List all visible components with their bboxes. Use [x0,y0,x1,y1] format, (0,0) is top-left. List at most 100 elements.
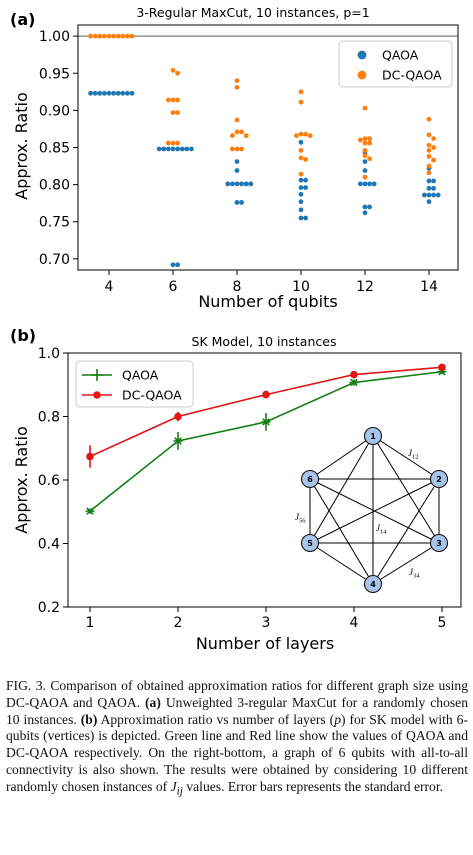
panel-a-x-tick-label: 4 [105,279,114,295]
figure-caption: FIG. 3. Comparison of obtained approxima… [6,678,468,800]
qaoa-point [234,168,240,173]
dc-qaoa-point [239,146,245,152]
dc-qaoa-point [303,156,308,162]
qaoa-point [234,181,240,187]
inset-edge-label: J56 [295,512,306,525]
caption-p-symbol: p [334,711,341,727]
qaoa-point [303,215,308,221]
panel-a-x-tick-label: 10 [292,279,310,295]
panel-a-legend-label-qaoa: QAOA [382,48,419,63]
dc-qaoa-point [362,140,368,146]
inset-node-label: 2 [436,475,442,484]
dc-qaoa-point [86,452,94,461]
dc-qaoa-point [438,363,446,372]
caption-jij-symbol: J [170,778,177,794]
qaoa-point [426,178,432,184]
qaoa-point [298,191,304,197]
dc-qaoa-point [234,84,240,90]
dc-qaoa-point [431,136,436,141]
inset-edge-label-symbol: J [408,448,413,458]
dc-qaoa-point [234,146,240,152]
inset-edge-label: J14 [376,523,387,536]
dc-qaoa-point [230,133,235,139]
inset-node [363,426,383,446]
panel-a-y-tick-label: 0.80 [39,178,70,194]
dc-qaoa-point [362,153,368,159]
inset-node-label: 5 [307,539,313,548]
qaoa-point [303,185,308,190]
qaoa-point [234,159,240,165]
dc-qaoa-point [230,146,235,152]
qaoa-point [92,90,98,96]
dc-qaoa-point [120,33,126,39]
inset-edge [309,478,374,585]
dc-qaoa-point [175,70,181,76]
caption-text-4: ) for SK model with 6-qubits (vertices) … [6,711,469,794]
dc-qaoa-point [431,157,436,163]
panel-b-x-axis-label: Number of layers [196,634,334,653]
dc-qaoa-point [106,33,112,39]
inset-node [429,469,449,489]
dc-qaoa-point [166,97,171,103]
dc-qaoa-point [298,99,304,105]
qaoa-point [120,90,126,96]
dc-qaoa-point [358,137,363,143]
inset-node [429,533,449,553]
legend-marker-dc-qaoa [357,70,367,80]
dc-qaoa-point [298,89,304,95]
panel-a-y-axis-label: Approx. Ratio [12,92,31,200]
qaoa-point [298,177,304,183]
dc-qaoa-point [115,33,121,39]
inset-node-label: 4 [370,580,376,589]
qaoa-point [111,90,116,96]
qaoa-point [371,181,377,187]
qaoa-point [298,207,304,213]
inset-node-label: 3 [436,539,442,548]
panel-a-points [88,33,441,268]
legend-marker-dc-qaoa-circle [93,391,101,399]
panel-b-legend-label-dc-qaoa: DC-QAOA [122,388,182,403]
dc-qaoa-point [175,140,181,146]
inset-node-label: 1 [370,432,376,441]
dc-qaoa-point [431,145,436,150]
dc-qaoa-point [426,170,432,176]
qaoa-point [303,177,308,183]
qaoa-point [97,90,103,96]
dc-qaoa-point [294,133,299,139]
dc-qaoa-point [298,131,304,137]
panel-a-x-axis-label: Number of qubits [198,292,337,311]
qaoa-point [179,146,185,152]
qaoa-point [88,90,93,96]
qaoa-point [173,437,183,445]
dc-qaoa-point [350,370,358,379]
inset-edge-label-subscript: 34 [413,573,420,580]
qaoa-point [435,192,441,198]
caption-text-1: Comparison of obtained approximation rat… [6,678,468,710]
panel-b: (b) SK Model, 10 instances Approx. Ratio… [10,326,462,653]
inset-edge-label-subscript: 14 [380,529,387,536]
qaoa-point [170,146,176,152]
panel-a-y-tick-label: 0.90 [39,103,70,119]
qaoa-point [362,210,368,216]
panel-a-label: (a) [10,10,35,29]
qaoa-point [184,146,190,152]
caption-text-2: Unweighted 3-regular MaxCut for a random… [6,694,468,727]
qaoa-point [362,159,368,165]
dc-qaoa-point [298,171,304,177]
caption-text-3: Approximation ratio vs number of layers … [97,711,335,727]
qaoa-point [234,200,240,205]
qaoa-point [225,181,231,187]
panel-a-x-tick-label: 14 [420,279,438,295]
figure-canvas: (a) 3-Regular MaxCut, 10 instances, p=1 … [10,5,462,653]
qaoa-point [426,185,432,191]
dc-qaoa-point [362,136,368,141]
panel-b-y-tick-label: 0.8 [38,410,60,426]
inset-edge [372,435,440,544]
inset-edge-label-subscript: 12 [412,454,419,461]
qaoa-point [298,139,304,145]
dc-qaoa-point [362,148,368,153]
inset-node-label: 6 [307,475,313,484]
dc-qaoa-point [243,133,249,139]
panel-a-x-tick-label: 12 [356,279,374,295]
dc-qaoa-point [367,156,372,162]
